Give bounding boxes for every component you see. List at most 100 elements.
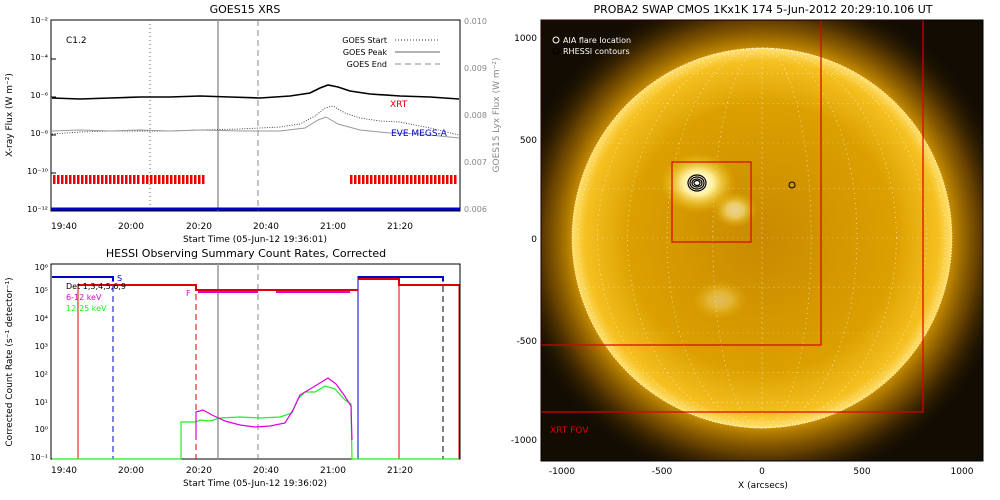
goes-flag-tick	[390, 175, 393, 184]
legend-rhessi: RHESSI contours	[563, 47, 630, 56]
goes-flag-tick	[370, 175, 373, 184]
goes-ytick-right: 0.008	[464, 111, 487, 120]
goes-flag-tick	[198, 175, 201, 184]
goes-flag-tick	[454, 175, 457, 184]
hessi-xtick: 19:40	[51, 466, 77, 476]
hessi-legend: Det 1,3,4,5,6,9 6-12 keV 12-25 keV	[66, 282, 126, 313]
goes-xtick: 21:00	[320, 222, 346, 232]
active-region-3	[692, 280, 748, 320]
goes-ytick-left: 10⁻¹⁰	[27, 167, 48, 176]
aia-flare-location	[788, 181, 796, 189]
swap-xtick: 1000	[951, 467, 974, 477]
goes-ytick-right: 0.007	[464, 158, 487, 167]
goes-flag-tick	[438, 175, 441, 184]
goes-legend: GOES Start GOES Peak GOES End	[342, 36, 440, 69]
goes-flag-tick	[450, 175, 453, 184]
goes-flag-tick	[133, 175, 136, 184]
legend-det: Det 1,3,4,5,6,9	[66, 282, 126, 291]
swap-xtick: -500	[652, 467, 673, 477]
goes-x-ticks: 19:40 20:00 20:20 20:40 21:00 21:20	[51, 222, 413, 232]
goes-flag-tick	[170, 175, 173, 184]
hessi-ytick: 10⁰	[35, 425, 48, 434]
swap-ytick: -500	[517, 337, 538, 347]
goes-flag-tick	[69, 175, 72, 184]
goes-flag-tick	[426, 175, 429, 184]
goes-flag-tick	[105, 175, 108, 184]
goes-long-flux-line	[51, 105, 460, 136]
goes-flag-tick	[117, 175, 120, 184]
swap-ytick: 1000	[514, 34, 537, 44]
goes-flag-tick	[406, 175, 409, 184]
goes-flag-tick	[414, 175, 417, 184]
goes-flag-bars	[53, 175, 457, 184]
swap-image: XRT FOV	[541, 20, 983, 461]
goes-flag-tick	[142, 175, 145, 184]
swap-xtick: 0	[759, 467, 765, 477]
swap-xlabel: X (arcsecs)	[738, 481, 788, 491]
goes-flag-tick	[202, 175, 205, 184]
goes-ytick-right: 0.009	[464, 64, 487, 73]
swap-xtick: -1000	[549, 467, 575, 477]
goes-flag-tick	[73, 175, 76, 184]
goes-flag-tick	[65, 175, 68, 184]
goes-flag-tick	[398, 175, 401, 184]
goes-flag-tick	[358, 175, 361, 184]
goes-flag-tick	[89, 175, 92, 184]
hessi-ytick: 10⁵	[35, 286, 48, 295]
goes-flag-tick	[382, 175, 385, 184]
goes-flag-tick	[374, 175, 377, 184]
goes-flag-tick	[77, 175, 80, 184]
goes-flag-tick	[109, 175, 112, 184]
hessi-xtick: 20:20	[186, 466, 212, 476]
swap-title: PROBA2 SWAP CMOS 1Kx1K 174 5-Jun-2012 20…	[593, 3, 932, 16]
goes-flag-tick	[61, 175, 64, 184]
hessi-flag-f: F	[186, 289, 191, 298]
legend-12-25-kev: 12-25 keV	[66, 304, 107, 313]
goes-flag-tick	[101, 175, 104, 184]
goes-flag-tick	[422, 175, 425, 184]
goes-ytick-left: 10⁻⁴	[30, 53, 48, 62]
goes-flag-tick	[386, 175, 389, 184]
hessi-state-blue	[52, 276, 444, 281]
goes-flag-tick	[150, 175, 153, 184]
hessi-y-ticks: 10⁻¹ 10⁰ 10¹ 10² 10³ 10⁴ 10⁵ 10⁶	[30, 263, 48, 462]
goes-flag-tick	[121, 175, 124, 184]
rhessi-contours	[687, 174, 707, 192]
goes-ylabel-left: X-ray Flux (W m⁻²)	[5, 73, 15, 157]
goes-flag-tick	[57, 175, 60, 184]
goes-y-ticks-left: 10⁻¹² 10⁻¹⁰ 10⁻⁸ 10⁻⁶ 10⁻⁴ 10⁻²	[27, 16, 56, 214]
hessi-xlabel: Start Time (05-Jun-12 19:36:02)	[183, 479, 327, 489]
hessi-x-ticks: 19:40 20:00 20:20 20:40 21:00 21:20	[51, 466, 413, 476]
goes-flag-tick	[194, 175, 197, 184]
goes-ylabel-right: GOES15 Lyx Flux (W m⁻²)	[492, 58, 502, 173]
goes-flag-tick	[186, 175, 189, 184]
goes-flag-tick	[53, 175, 56, 184]
xrt-fov-box	[541, 20, 822, 346]
goes-flag-tick	[178, 175, 181, 184]
goes-flag-tick	[354, 175, 357, 184]
band-12-25-line	[52, 385, 459, 460]
swap-ytick: -1000	[511, 436, 537, 446]
goes-flag-tick	[430, 175, 433, 184]
swap-panel: PROBA2 SWAP CMOS 1Kx1K 174 5-Jun-2012 20…	[511, 3, 984, 491]
swap-y-ticks: 1000 500 0 -500 -1000	[511, 34, 537, 446]
swap-xtick: 500	[853, 467, 870, 477]
goes-ytick-left: 10⁻⁸	[30, 129, 48, 138]
goes-flag-tick	[93, 175, 96, 184]
goes-flag-tick	[182, 175, 185, 184]
goes-title: GOES15 XRS	[210, 3, 281, 16]
goes-flag-tick	[378, 175, 381, 184]
goes-flag-tick	[113, 175, 116, 184]
goes-flag-tick	[410, 175, 413, 184]
goes-panel: GOES15 XRS 10⁻¹² 10⁻¹⁰ 10⁻⁸ 10⁻⁶ 10⁻⁴ 10…	[5, 3, 502, 245]
goes-flag-tick	[362, 175, 365, 184]
goes-ytick-left: 10⁻¹²	[27, 205, 48, 214]
goes-flag-tick	[146, 175, 149, 184]
goes-flag-tick	[125, 175, 128, 184]
xrt-flux-line	[51, 84, 460, 100]
goes-flag-tick	[394, 175, 397, 184]
goes-flag-tick	[137, 175, 140, 184]
goes-flag-tick	[97, 175, 100, 184]
goes-flag-tick	[366, 175, 369, 184]
